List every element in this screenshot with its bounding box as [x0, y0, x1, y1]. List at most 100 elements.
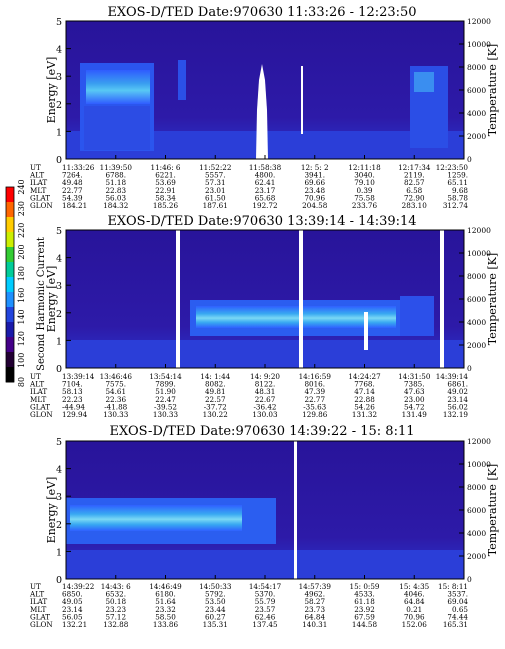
- y-tick-label: 4: [56, 254, 62, 265]
- panel-3-y2-axis-label: Temperature [K]: [486, 464, 499, 556]
- y2-tick-label: 4000: [467, 109, 486, 118]
- y2-tick-label: 10000: [467, 460, 491, 469]
- table-cell: 14: 9:20: [250, 372, 280, 381]
- row-label: GLAT: [30, 193, 50, 202]
- table-cell: 6.58: [406, 186, 422, 195]
- table-cell: 152.06: [402, 620, 428, 629]
- table-cell: 132.88: [103, 620, 129, 629]
- table-cell: -44.94: [62, 402, 85, 411]
- table-cell: 23.17: [255, 186, 276, 195]
- table-cell: 23.23: [105, 605, 126, 614]
- table-cell: 23.14: [62, 605, 83, 614]
- table-cell: 79.10: [354, 178, 375, 187]
- y-tick-label: 1: [56, 127, 62, 138]
- panel-2-data-gap-3: [440, 230, 444, 368]
- table-cell: 4046.: [404, 590, 425, 599]
- table-cell: 8082.: [205, 380, 226, 389]
- colorbar-swatch: [6, 232, 14, 248]
- colorbar-tick-label: 200: [17, 244, 26, 259]
- table-cell: 132.19: [443, 410, 469, 419]
- row-label: MLT: [30, 186, 47, 195]
- table-cell: 7385.: [404, 380, 425, 389]
- table-cell: 129.86: [302, 410, 328, 419]
- y-tick-label: 0: [56, 155, 62, 166]
- y2-tick-label: 8000: [467, 272, 486, 281]
- table-cell: 13:39:14: [62, 372, 95, 381]
- table-cell: 62.46: [255, 612, 276, 621]
- colorbar-tick-label: 160: [17, 288, 26, 303]
- table-cell: 22.36: [105, 395, 126, 404]
- y-tick-label: 2: [56, 100, 62, 111]
- colorbar-swatch: [6, 322, 14, 338]
- y-tick-label: 1: [56, 336, 62, 347]
- table-cell: 49.48: [62, 178, 83, 187]
- y2-tick-label: 0: [467, 575, 472, 584]
- row-label: ALT: [29, 590, 44, 599]
- colorbar-tick-label: 230: [17, 201, 26, 216]
- table-cell: 14:24:27: [348, 372, 381, 381]
- table-cell: 130.22: [203, 410, 228, 419]
- table-cell: 23.57: [255, 605, 276, 614]
- table-cell: 137.45: [252, 620, 278, 629]
- table-cell: 11:46: 6: [151, 163, 181, 172]
- table-cell: 185.26: [153, 201, 179, 210]
- colorbar-swatch: [6, 337, 14, 353]
- table-cell: 47.63: [404, 387, 425, 396]
- table-cell: 53.50: [205, 597, 226, 606]
- panel-2-plot: 0 1 2 3 4 5 0 2000 4000 6000 8000 10000 12000: [56, 226, 491, 375]
- colorbar-tick-label: 140: [17, 309, 26, 324]
- table-cell: 140.31: [302, 620, 327, 629]
- table-cell: 64.84: [404, 597, 425, 606]
- table-cell: 11:52:22: [199, 163, 231, 172]
- row-label: UT: [30, 372, 41, 381]
- table-cell: 129.94: [62, 410, 88, 419]
- row-label: ALT: [29, 380, 44, 389]
- table-cell: 47.14: [354, 387, 375, 396]
- table-cell: 70.96: [304, 193, 325, 202]
- table-cell: 15: 4:35: [399, 582, 429, 591]
- table-cell: 14:50:33: [199, 582, 232, 591]
- colorbar-swatches: [6, 187, 14, 383]
- table-cell: 56.03: [105, 193, 126, 202]
- table-cell: 204.58: [302, 201, 328, 210]
- y-tick-label: 1: [56, 547, 62, 558]
- table-cell: 57.12: [105, 612, 126, 621]
- panel-3-low-energy-band: [66, 550, 464, 579]
- colorbar: 240 230 220 200 180 160 140 120 100 80 Second Har…: [5, 179, 47, 387]
- panel-3-data-gap-1: [294, 441, 297, 579]
- y2-tick-label: 4000: [467, 529, 486, 538]
- table-cell: 54.61: [105, 387, 126, 396]
- panel-2-data-gap-1: [176, 230, 180, 368]
- colorbar-tick-label: 120: [17, 331, 26, 346]
- panel-1-y-axis-label: Energy [eV]: [45, 57, 58, 124]
- panel-3-title: EXOS-D/TED Date:970630 14:39:22 - 15: 8:…: [110, 424, 415, 439]
- table-cell: 312.74: [443, 201, 469, 210]
- panel-1-plasma-core: [86, 70, 150, 104]
- table-cell: -35.63: [303, 402, 326, 411]
- table-cell: 58.27: [304, 597, 325, 606]
- table-cell: 22.77: [62, 186, 83, 195]
- y2-tick-label: 6000: [467, 506, 486, 515]
- row-label: GLON: [30, 201, 53, 210]
- table-cell: 69.66: [304, 178, 325, 187]
- panel-2-ephemeris-table: UT 13:39:14 13:46:46 13:54:14 14: 1:44 14: 9:…: [29, 372, 468, 419]
- row-label: GLAT: [30, 612, 50, 621]
- table-cell: 65.11: [447, 178, 468, 187]
- table-cell: 2119.: [404, 171, 425, 180]
- panel-2-y2-axis-label: Temperature [K]: [486, 253, 499, 345]
- table-cell: 23.73: [304, 605, 325, 614]
- colorbar-tick-label: 100: [17, 353, 26, 368]
- panel-2-band-end: [400, 296, 434, 336]
- table-cell: 72.90: [404, 193, 425, 202]
- table-cell: 22.57: [205, 395, 226, 404]
- table-cell: 0.65: [452, 605, 468, 614]
- table-cell: 22.67: [255, 395, 276, 404]
- panel-3: EXOS-D/TED Date:970630 14:39:22 - 15: 8:…: [29, 424, 499, 629]
- colorbar-tick-label: 180: [17, 266, 26, 281]
- table-cell: -39.52: [154, 402, 177, 411]
- panel-1-data-gap-1: [256, 64, 268, 159]
- panel-1-ticks: 0 1 2 3 4 5 0 2000 4000 6000 8000 10000 12000: [56, 17, 491, 166]
- y-tick-label: 3: [56, 492, 62, 503]
- row-label: UT: [30, 582, 41, 591]
